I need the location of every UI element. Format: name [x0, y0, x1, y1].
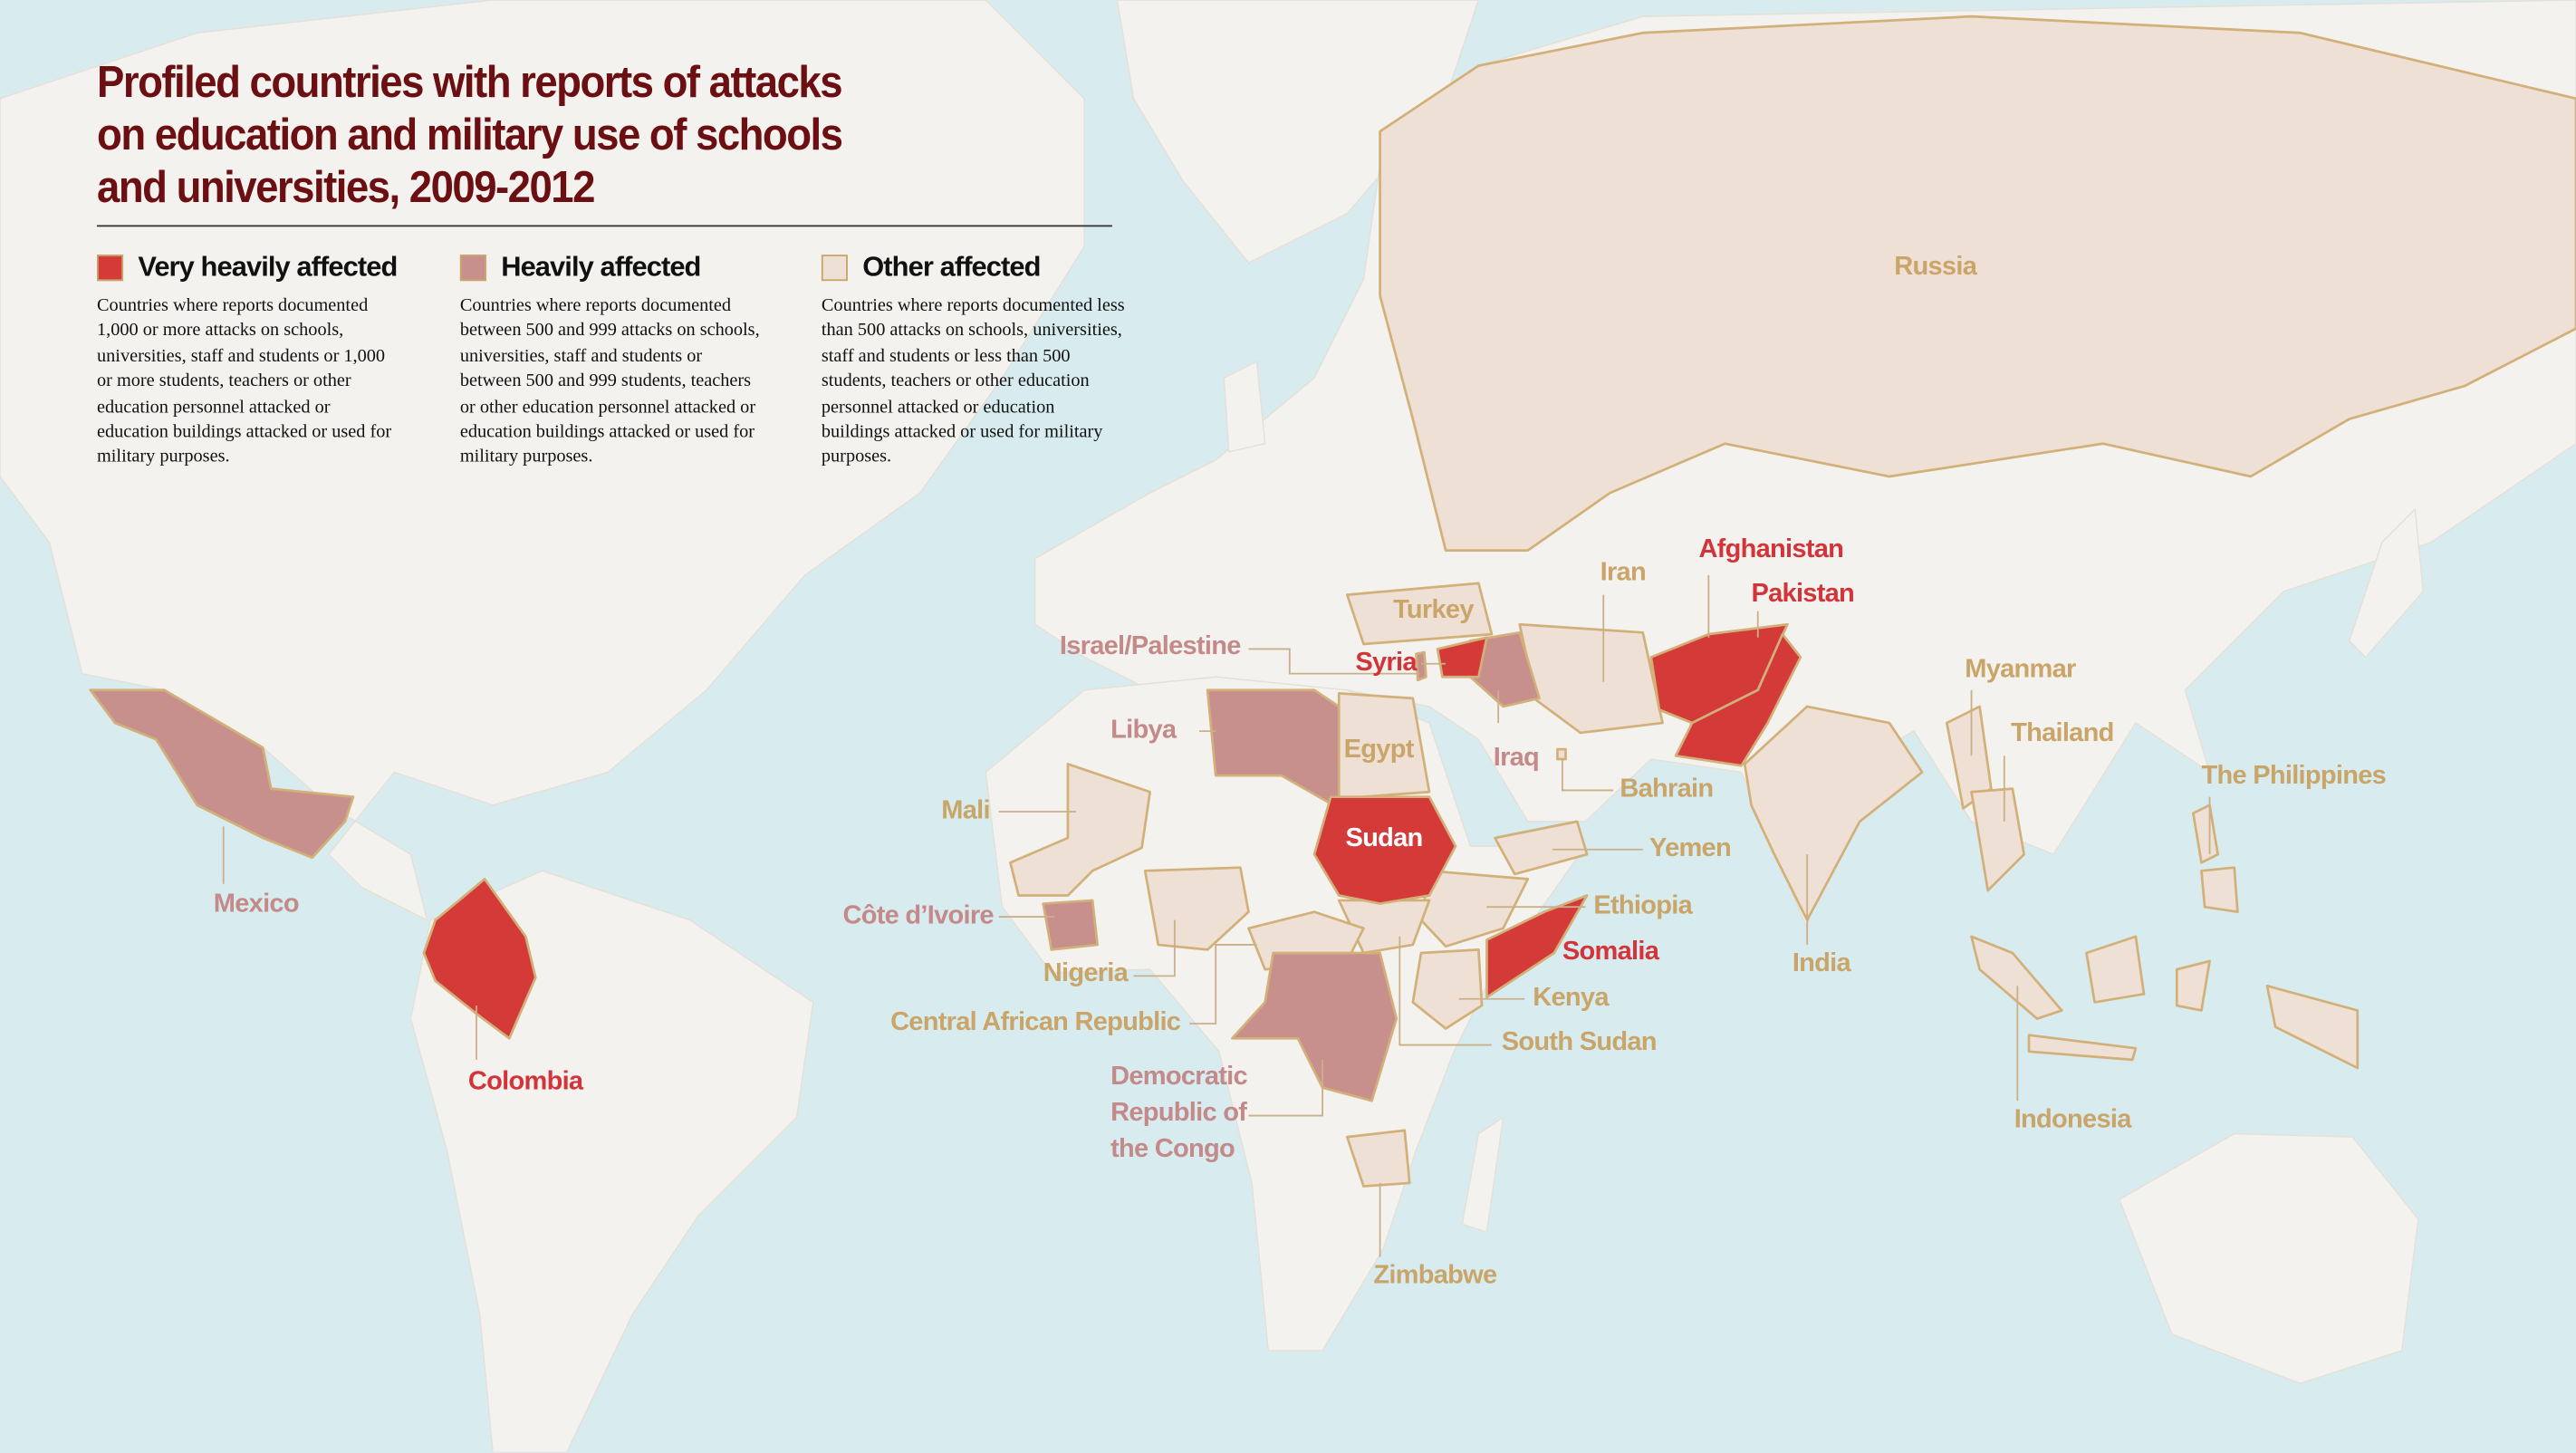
nigeria-shape — [1143, 866, 1250, 951]
country-label: Central African Republic — [890, 1008, 1181, 1037]
leader-line — [1133, 919, 1176, 977]
country-label: South Sudan — [1501, 1028, 1658, 1057]
country-label: Syria — [1355, 649, 1417, 678]
country-label: Myanmar — [1965, 655, 2076, 684]
country-label: Zimbabwe — [1373, 1261, 1497, 1290]
country-shapes — [89, 14, 2576, 1188]
country-label: Somalia — [1562, 938, 1659, 967]
india-shape — [1743, 705, 1924, 922]
country-label: Ethiopia — [1593, 891, 1693, 920]
title-line: Profiled countries with reports of attac… — [97, 57, 843, 107]
country-label: Bahrain — [1620, 775, 1714, 803]
country-label: Indonesia — [2014, 1105, 2132, 1134]
title-line: on education and military use of schools — [97, 110, 843, 159]
country-label: Kenya — [1533, 984, 1609, 1013]
leader-line — [1248, 1059, 1323, 1117]
country-label: Iraq — [1493, 744, 1540, 773]
legend-label: Heavily affected — [501, 251, 701, 283]
legend-label: Other affected — [862, 251, 1041, 283]
country-label: India — [1792, 949, 1851, 978]
country-label: Mali — [941, 796, 990, 825]
bahrain-shape — [1556, 747, 1567, 761]
country-label: Nigeria — [1043, 959, 1129, 988]
pakistan-shape — [1674, 632, 1802, 767]
israel-palestine-shape — [1415, 650, 1427, 682]
country-label: Democratic Republic of the Congo — [1110, 1063, 1248, 1164]
country-label: Mexico — [213, 890, 300, 919]
turkey-shape — [1345, 582, 1494, 646]
mexico-shape — [89, 688, 355, 860]
country-label: Russia — [1894, 253, 1977, 282]
russia-shape — [1379, 14, 2576, 552]
indonesia-shape — [1970, 935, 2360, 1070]
zimbabwe-shape — [1345, 1129, 1411, 1188]
country-label: Libya — [1110, 716, 1177, 745]
madagascar — [1461, 1115, 1504, 1234]
north-america — [0, 0, 1085, 922]
leader-line — [1189, 944, 1257, 1025]
kenya-shape — [1411, 948, 1484, 1030]
country-label: Egypt — [1343, 736, 1415, 765]
legend-swatch — [459, 255, 486, 282]
leader-line — [1561, 758, 1614, 792]
thailand-shape — [1970, 787, 2025, 892]
country-label: The Philippines — [2201, 762, 2387, 791]
legend-swatch — [97, 255, 124, 282]
country-label: Colombia — [467, 1067, 583, 1096]
somalia-shape — [1485, 894, 1589, 999]
cote-divoire-shape — [1042, 899, 1099, 951]
yemen-shape — [1494, 820, 1589, 876]
country-label: Yemen — [1649, 834, 1732, 863]
country-label: Pakistan — [1751, 580, 1855, 609]
country-label: Côte d’Ivoire — [842, 901, 994, 930]
title-line: and universities, 2009-2012 — [97, 162, 595, 212]
country-label: Afghanistan — [1698, 535, 1844, 564]
legend-label: Very heavily affected — [138, 251, 398, 283]
japan — [2348, 507, 2425, 659]
leader-line — [1399, 936, 1492, 1046]
country-label: Israel/Palestine — [1059, 632, 1241, 661]
uk — [1223, 360, 1266, 453]
sudan-shape — [1312, 795, 1457, 905]
leader-line — [1248, 648, 1420, 675]
syria-shape — [1436, 636, 1488, 678]
country-label: Sudan — [1345, 824, 1423, 853]
greenland — [1116, 0, 1480, 265]
mali-shape — [1009, 763, 1152, 897]
legend-description: Countries where reports documented betwe… — [459, 295, 760, 467]
australia — [2118, 1132, 2419, 1384]
title: Profiled countries with reports of attac… — [97, 56, 843, 214]
myanmar-shape — [1945, 705, 1993, 810]
legend-description: Countries where reports documented 1,000… — [97, 295, 392, 467]
country-label: Thailand — [2011, 719, 2114, 748]
colombia-shape — [422, 878, 537, 1040]
philippines-shape — [2192, 803, 2239, 914]
country-label: Turkey — [1393, 596, 1474, 625]
country-label: Iran — [1600, 558, 1647, 587]
legend-description: Countries where reports documented less … — [821, 295, 1125, 467]
title-rule — [97, 225, 1112, 227]
legend-swatch — [821, 255, 848, 282]
leader-lines — [222, 574, 2211, 1257]
